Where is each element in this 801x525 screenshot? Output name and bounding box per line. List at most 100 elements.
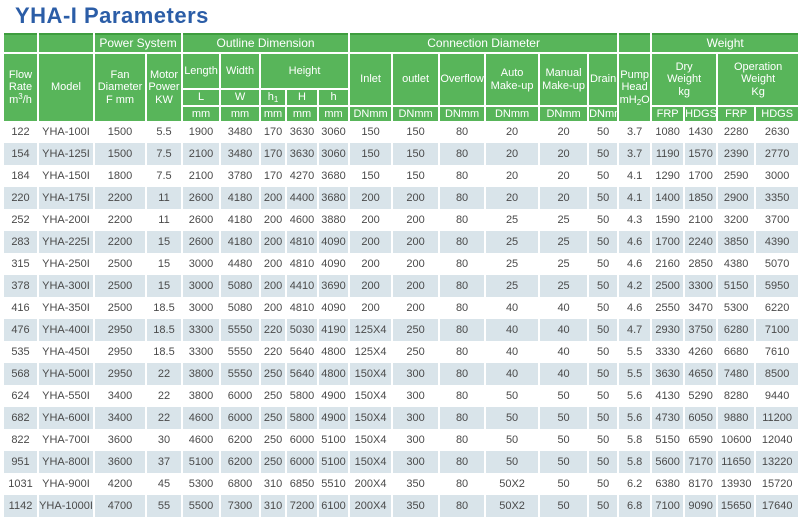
cell-manual: 50 [539,451,590,473]
cell-motor: 22 [146,363,184,385]
cell-dry_frp: 1080 [651,121,686,143]
unit-cell-mm: mm [182,106,222,121]
cell-inlet: 150X4 [349,385,394,407]
cell-fan: 2500 [94,297,147,319]
cell-auto: 20 [485,143,541,165]
table-row: 122 YHA-100I 1500 5.5 1900 3480 170 3630 3060 150… [4,121,801,143]
cell-op_frp: 8280 [717,385,757,407]
spacer-cell [4,34,39,54]
spacer-cell [38,34,95,54]
unit-cell-mm: mm [286,106,320,121]
cell-pump: 3.7 [618,121,653,143]
cell-dry_frp: 5600 [651,451,686,473]
cell-h: 4800 [318,363,351,385]
cell-h1: 170 [260,165,288,187]
cell-pump: 4.1 [618,187,653,209]
cell-auto: 25 [485,209,541,231]
cell-op_hdgs: 15720 [755,473,801,495]
cell-pump: 4.7 [618,319,653,341]
cell-auto: 50 [485,407,541,429]
cell-H: 7200 [286,495,320,517]
cell-auto: 40 [485,363,541,385]
cell-model: YHA-300I [38,275,95,297]
cell-dry_hdgs: 2850 [684,253,719,275]
cell-W: 3780 [220,165,262,187]
cell-outlet: 150 [392,121,441,143]
cell-op_frp: 10600 [717,429,757,451]
cell-inlet: 200 [349,209,394,231]
flow-rate-unit: /h [22,93,32,106]
cell-inlet: 150 [349,143,394,165]
cell-pump: 5.8 [618,451,653,473]
cell-flow: 476 [4,319,39,341]
cell-h1: 200 [260,253,288,275]
cell-drain: 50 [588,341,620,363]
cell-dry_hdgs: 4260 [684,341,719,363]
cell-H: 4270 [286,165,320,187]
cell-flow: 1142 [4,495,39,517]
cell-W: 5550 [220,341,262,363]
col-header-H: H [286,89,320,107]
cell-fan: 2200 [94,187,147,209]
cell-h: 4090 [318,297,351,319]
cell-op_frp: 6280 [717,319,757,341]
cell-h: 6100 [318,495,351,517]
cell-drain: 50 [588,297,620,319]
cell-h: 3690 [318,275,351,297]
table-row: 476 YHA-400I 2950 18.5 3300 5550 220 5030 4190 12… [4,319,801,341]
table-row: 682 YHA-600I 3400 22 4600 6000 250 5800 4900 150X… [4,407,801,429]
unit-cell-hdgs: HDGS [684,106,719,121]
cell-dry_hdgs: 4650 [684,363,719,385]
col-header-h1: h1 [260,89,288,107]
cell-motor: 11 [146,187,184,209]
cell-pump: 4.6 [618,253,653,275]
cell-op_hdgs: 7610 [755,341,801,363]
cell-drain: 50 [588,275,620,297]
cell-model: YHA-125I [38,143,95,165]
flow-rate-label: Rate [8,81,33,94]
cell-dry_frp: 6380 [651,473,686,495]
cell-drain: 50 [588,495,620,517]
cell-overflow: 80 [439,121,487,143]
h1-label: h [267,91,274,104]
cell-op_hdgs: 5950 [755,275,801,297]
group-header-weight: Weight [651,34,801,54]
cell-op_hdgs: 3350 [755,187,801,209]
cell-dry_frp: 4130 [651,385,686,407]
cell-op_hdgs: 11200 [755,407,801,429]
cell-dry_frp: 2550 [651,297,686,319]
cell-auto: 40 [485,297,541,319]
table-header: Power System Outline Dimension Connectio… [4,34,801,121]
cell-L: 3300 [182,319,222,341]
cell-H: 5640 [286,363,320,385]
cell-pump: 6.8 [618,495,653,517]
cell-H: 3630 [286,143,320,165]
table-row: 252 YHA-200I 2200 11 2600 4180 200 4600 3880 200 2… [4,209,801,231]
cell-outlet: 200 [392,187,441,209]
cell-fan: 3600 [94,451,147,473]
cell-overflow: 80 [439,297,487,319]
cell-dry_hdgs: 8170 [684,473,719,495]
cell-h1: 200 [260,187,288,209]
cell-drain: 50 [588,143,620,165]
cell-fan: 1500 [94,143,147,165]
cell-H: 5800 [286,407,320,429]
cell-fan: 2500 [94,253,147,275]
cell-flow: 535 [4,341,39,363]
cell-outlet: 200 [392,209,441,231]
cell-op_frp: 15650 [717,495,757,517]
cell-fan: 4700 [94,495,147,517]
cell-dry_hdgs: 1850 [684,187,719,209]
cell-outlet: 200 [392,253,441,275]
cell-flow: 1031 [4,473,39,495]
table-row: 1142 YHA-1000I 4700 55 5500 7300 310 7200 6100 20… [4,495,801,517]
pump-head-label: Pump [620,68,650,81]
cell-flow: 283 [4,231,39,253]
cell-inlet: 150X4 [349,451,394,473]
cell-L: 3300 [182,341,222,363]
cell-h1: 200 [260,209,288,231]
cell-H: 6000 [286,451,320,473]
flow-rate-label: Flow [8,68,33,81]
cell-inlet: 125X4 [349,319,394,341]
cell-motor: 5.5 [146,121,184,143]
